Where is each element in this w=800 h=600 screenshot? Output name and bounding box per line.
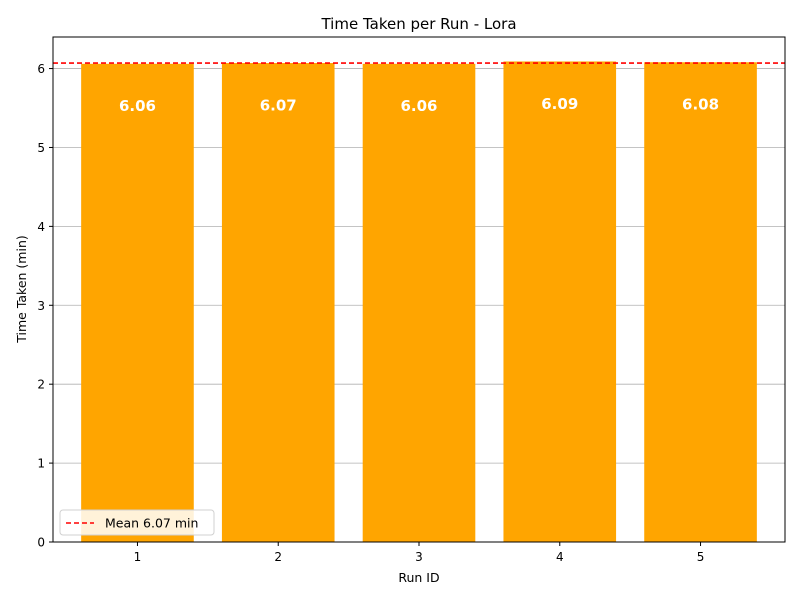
x-tick-label: 3 — [415, 550, 423, 564]
y-tick-label: 4 — [37, 220, 45, 234]
bar — [503, 61, 617, 542]
y-tick-label: 2 — [37, 378, 45, 392]
y-tick-label: 6 — [37, 62, 45, 76]
bar — [644, 62, 757, 542]
x-tick-label: 4 — [556, 550, 564, 564]
x-axis-label: Run ID — [398, 570, 439, 585]
bar-value-label: 6.07 — [260, 96, 297, 114]
bar — [81, 63, 194, 542]
y-axis-label: Time Taken (min) — [14, 235, 29, 344]
x-axis-ticks: 1 2 3 4 5 — [134, 542, 705, 564]
x-tick-label: 1 — [134, 550, 142, 564]
bar-value-label: 6.06 — [400, 97, 437, 115]
legend: Mean 6.07 min — [59, 509, 215, 536]
legend-box — [59, 509, 215, 536]
legend-mean-label: Mean 6.07 min — [105, 516, 198, 531]
bars — [81, 61, 757, 542]
x-tick-label: 2 — [274, 550, 282, 564]
x-tick-label: 5 — [697, 550, 705, 564]
bar — [362, 63, 476, 542]
bar — [221, 63, 335, 542]
y-tick-label: 1 — [37, 457, 45, 471]
chart-title: Time Taken per Run - Lora — [320, 15, 516, 33]
bar-value-label: 6.09 — [541, 95, 578, 113]
bar-value-label: 6.08 — [682, 96, 719, 114]
y-axis-ticks: 0 1 2 3 4 5 6 — [37, 62, 53, 550]
bar-value-label: 6.06 — [119, 97, 156, 115]
y-tick-label: 3 — [37, 299, 45, 313]
y-tick-label: 0 — [37, 536, 45, 550]
y-tick-label: 5 — [37, 141, 45, 155]
bar-labels: 6.06 6.07 6.06 6.09 6.08 — [119, 95, 719, 115]
